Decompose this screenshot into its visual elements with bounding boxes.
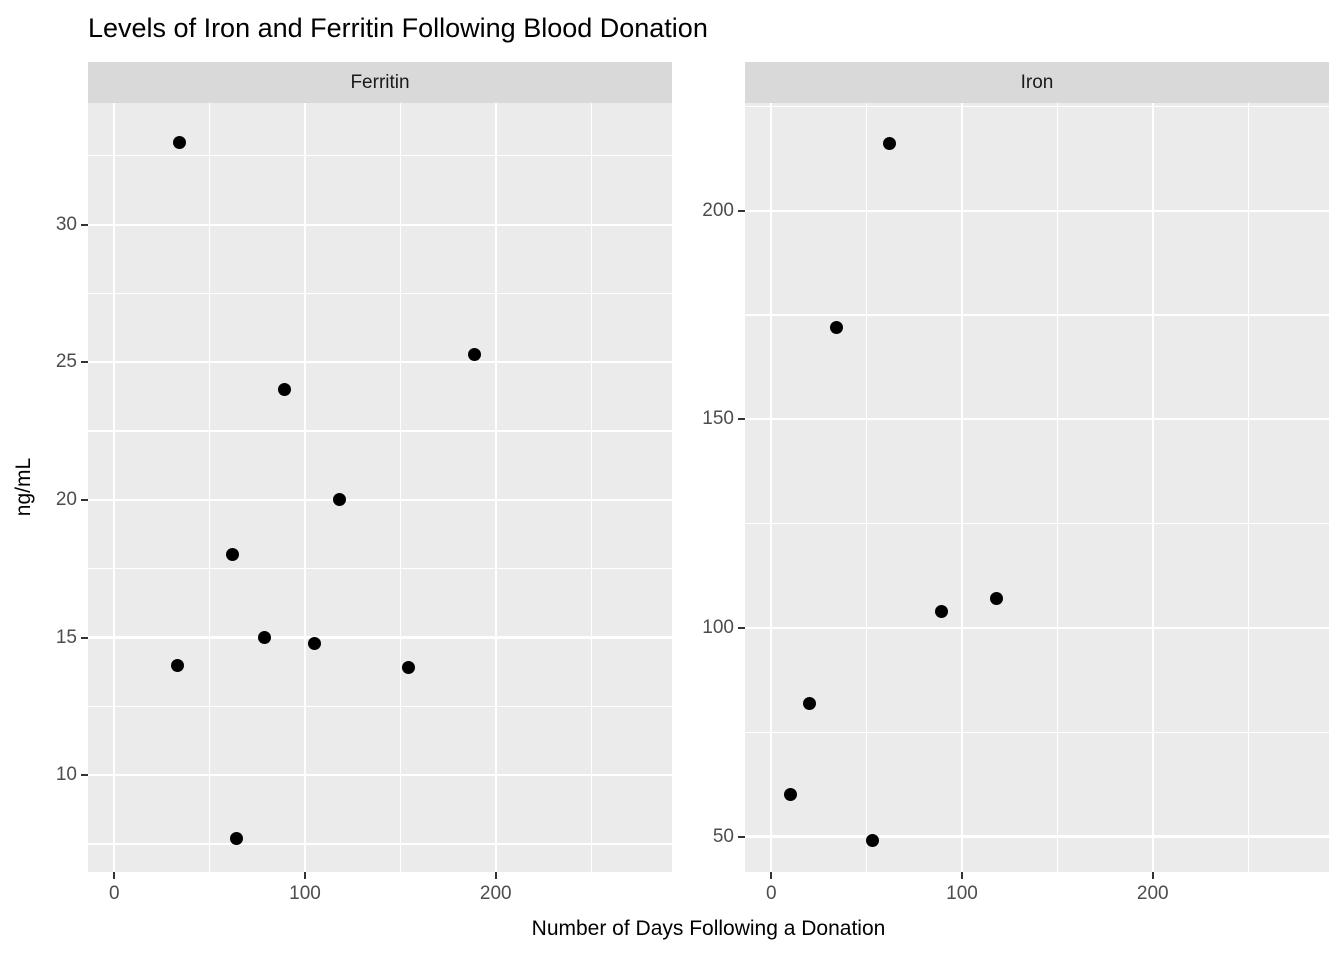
gridline-minor	[745, 731, 1329, 733]
x-axis-title: Number of Days Following a Donation	[531, 917, 886, 940]
y-tick-mark	[738, 418, 745, 421]
y-tick-label: 20	[55, 488, 77, 510]
gridline-minor	[88, 155, 672, 157]
data-point	[229, 831, 243, 845]
y-tick-label: 10	[55, 764, 77, 786]
data-point	[468, 347, 482, 361]
y-tick-mark	[81, 498, 88, 501]
data-point	[258, 631, 272, 644]
y-tick-label: 150	[702, 408, 734, 430]
y-tick-label: 30	[55, 213, 77, 235]
y-tick-label: 25	[55, 351, 77, 373]
x-tick-mark	[1151, 872, 1154, 879]
data-point	[226, 548, 240, 562]
gridline-major	[303, 103, 307, 872]
data-point	[783, 788, 797, 802]
y-tick-mark	[738, 209, 745, 212]
x-tick-label: 0	[109, 883, 120, 904]
gridline-minor	[866, 103, 868, 872]
plot-title: Levels of Iron and Ferritin Following Bl…	[88, 13, 708, 43]
gridline-major	[745, 418, 1329, 421]
y-tick-label: 15	[55, 626, 77, 648]
gridline-major	[770, 103, 773, 872]
x-tick-mark	[961, 872, 964, 879]
x-tick-label: 100	[289, 883, 321, 904]
facet-strip-iron: Iron	[745, 62, 1329, 103]
x-tick-label: 200	[1136, 883, 1169, 904]
gridline-major	[745, 209, 1329, 212]
gridline-minor	[745, 105, 1329, 107]
x-tick-label: 200	[479, 883, 512, 904]
x-tick-mark	[113, 872, 116, 879]
gridline-major	[88, 223, 672, 226]
data-point	[802, 696, 816, 710]
facet-strip-ferritin: Ferritin	[88, 62, 672, 103]
data-point	[332, 493, 346, 507]
facet-strip-label: Ferritin	[350, 71, 410, 93]
y-tick-label: 50	[712, 825, 734, 847]
y-tick-mark	[81, 636, 88, 639]
data-point	[865, 834, 879, 848]
data-point	[989, 592, 1003, 606]
gridline-minor	[1056, 103, 1058, 872]
gridline-major	[88, 361, 672, 364]
gridline-minor	[88, 843, 672, 845]
gridline-minor	[745, 522, 1329, 525]
y-tick-mark	[738, 626, 745, 629]
gridline-major	[745, 626, 1329, 629]
gridline-minor	[88, 430, 672, 432]
x-tick-label: 100	[946, 883, 978, 904]
gridline-major	[88, 498, 672, 501]
gridline-minor	[1247, 103, 1249, 872]
data-point	[401, 661, 415, 675]
x-tick-mark	[770, 872, 773, 879]
gridline-major	[88, 636, 672, 639]
data-point	[172, 135, 186, 149]
y-tick-mark	[81, 361, 88, 364]
gridline-minor	[590, 103, 592, 872]
y-tick-mark	[81, 774, 88, 777]
y-tick-label: 200	[702, 199, 734, 221]
gridline-major	[745, 835, 1329, 838]
data-point	[883, 137, 897, 151]
y-tick-label: 100	[702, 616, 734, 638]
facet-panel-iron	[745, 103, 1329, 872]
gridline-major	[960, 103, 964, 872]
gridline-minor	[745, 314, 1329, 316]
data-point	[308, 636, 322, 650]
y-tick-mark	[738, 835, 745, 838]
data-point	[170, 658, 184, 672]
gridline-minor	[88, 568, 672, 570]
gridline-major	[494, 103, 497, 872]
facet-panel-ferritin	[88, 103, 672, 872]
gridline-minor	[209, 103, 211, 872]
gridline-major	[113, 103, 116, 872]
gridline-minor	[88, 292, 672, 295]
gridline-major	[1151, 103, 1154, 872]
x-tick-label: 0	[766, 883, 777, 904]
x-tick-mark	[304, 872, 307, 879]
gridline-minor	[399, 103, 401, 872]
data-point	[277, 383, 291, 397]
y-tick-mark	[81, 223, 88, 226]
data-point	[934, 604, 948, 618]
x-tick-mark	[494, 872, 497, 879]
gridline-major	[88, 774, 672, 777]
data-point	[829, 320, 843, 334]
facet-strip-label: Iron	[1020, 71, 1054, 93]
gridline-minor	[88, 705, 672, 707]
